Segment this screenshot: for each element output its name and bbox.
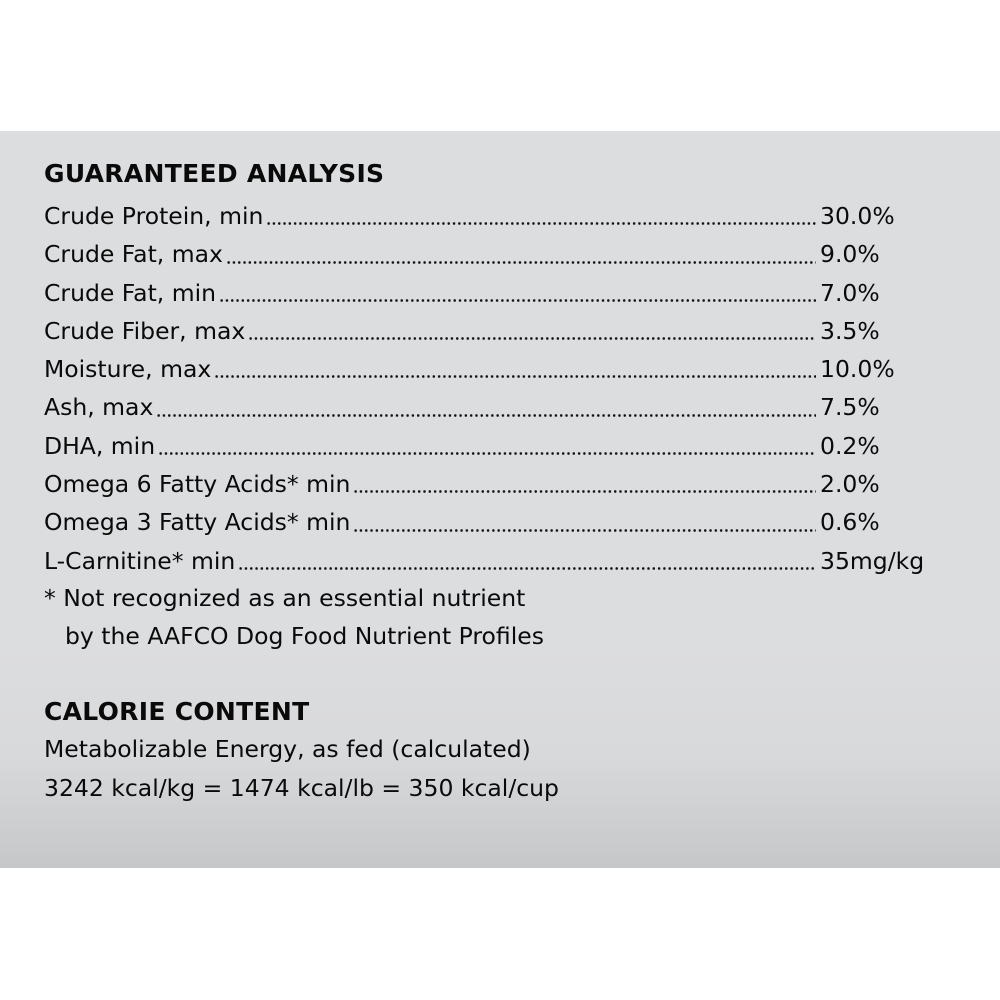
dot-leader xyxy=(156,413,816,417)
row-label: Crude Fat, max xyxy=(44,240,223,269)
guaranteed-analysis-table: Crude Protein, min 30.0% Crude Fat, max … xyxy=(44,197,984,580)
row-value: 9.0% xyxy=(820,240,880,269)
row-label: Omega 3 Fatty Acids* min xyxy=(44,508,351,537)
row-value: 3.5% xyxy=(820,316,880,345)
dot-leader xyxy=(226,260,816,264)
row-label: L-Carnitine* min xyxy=(44,546,236,575)
analysis-row: Crude Protein, min 30.0% xyxy=(44,197,984,235)
analysis-row: Omega 3 Fatty Acids* min 0.6% xyxy=(44,503,984,541)
row-label: Moisture, max xyxy=(44,355,212,384)
footnote-line-1: * Not recognized as an essential nutrien… xyxy=(44,584,526,612)
row-value: 0.6% xyxy=(820,508,880,537)
row-value: 10.0% xyxy=(820,355,895,384)
calorie-content-heading: CALORIE CONTENT xyxy=(44,697,310,726)
row-value: 0.2% xyxy=(820,431,880,460)
dot-leader xyxy=(266,222,816,226)
row-value: 7.5% xyxy=(820,393,880,422)
footnote: * Not recognized as an essential nutrien… xyxy=(44,579,544,655)
dot-leader xyxy=(158,452,816,456)
dot-leader xyxy=(214,375,816,379)
guaranteed-analysis-heading: GUARANTEED ANALYSIS xyxy=(44,159,385,188)
row-label: Crude Protein, min xyxy=(44,202,264,230)
dot-leader xyxy=(238,566,816,570)
row-value: 30.0% xyxy=(820,202,895,230)
calorie-basis-text: Metabolizable Energy, as fed (calculated… xyxy=(44,735,531,763)
row-value: 2.0% xyxy=(820,470,880,499)
analysis-row: L-Carnitine* min 35mg/kg xyxy=(44,542,984,580)
row-label: Crude Fat, min xyxy=(44,278,217,307)
row-value: 35mg/kg xyxy=(820,546,925,575)
calorie-values-text: 3242 kcal/kg = 1474 kcal/lb = 350 kcal/c… xyxy=(44,774,559,802)
dot-leader xyxy=(353,490,816,494)
row-value: 7.0% xyxy=(820,278,880,307)
footnote-line-2: by the AAFCO Dog Food Nutrient Profiles xyxy=(65,622,544,650)
dot-leader xyxy=(353,528,816,532)
row-label: Crude Fiber, max xyxy=(44,316,246,345)
analysis-row: Crude Fiber, max 3.5% xyxy=(44,312,984,350)
analysis-row: Crude Fat, min 7.0% xyxy=(44,274,984,312)
analysis-row: Omega 6 Fatty Acids* min 2.0% xyxy=(44,465,984,503)
dot-leader xyxy=(248,337,816,341)
dot-leader xyxy=(219,298,816,302)
row-label: Omega 6 Fatty Acids* min xyxy=(44,470,351,499)
analysis-row: Moisture, max 10.0% xyxy=(44,350,984,388)
analysis-row: Ash, max 7.5% xyxy=(44,388,984,426)
nutrition-panel: GUARANTEED ANALYSIS xyxy=(0,131,1000,868)
row-label: DHA, min xyxy=(44,431,156,460)
analysis-row: DHA, min 0.2% xyxy=(44,427,984,465)
analysis-row: Crude Fat, max 9.0% xyxy=(44,235,984,273)
row-label: Ash, max xyxy=(44,393,154,422)
